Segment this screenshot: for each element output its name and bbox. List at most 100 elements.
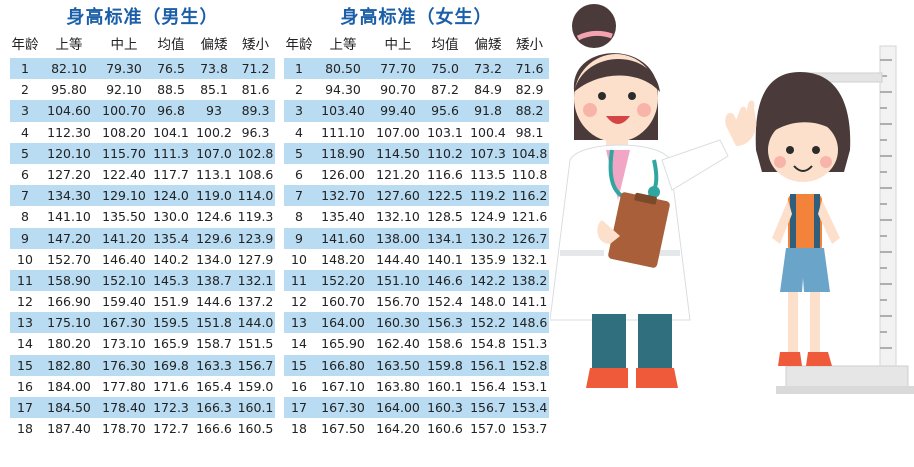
cell-superior: 184.00: [47, 378, 91, 394]
table-row: 7 132.70 127.60 122.5 119.2 116.2: [284, 185, 549, 207]
cell-short: 102.8: [237, 145, 274, 161]
boys-table-body: 1 82.10 79.30 76.5 73.8 71.2 2 95.80 92.10 88.5 85…: [10, 58, 275, 439]
table-row: 18 187.40 178.70 172.7 166.6 160.5: [10, 418, 275, 439]
cell-superior: 184.50: [47, 400, 91, 415]
table-row: 9 147.20 141.20 135.4 129.6 123.9: [10, 227, 275, 249]
cell-short: 148.6: [511, 315, 548, 331]
cell-short: 156.7: [237, 357, 274, 373]
table-row: 15 182.80 176.30 169.8 163.3 156.7: [10, 354, 275, 376]
cell-above-average: 108.20: [102, 124, 146, 140]
cell-above-average: 129.10: [102, 188, 146, 204]
cell-below-average: 166.3: [196, 400, 232, 415]
cell-average: 140.1: [427, 251, 463, 267]
cell-age: 4: [295, 124, 303, 140]
cell-average: 169.8: [153, 357, 189, 373]
table-row: 1 80.50 77.70 75.0 73.2 71.6: [284, 58, 549, 80]
cell-age: 7: [295, 188, 303, 204]
cell-above-average: 177.80: [102, 378, 146, 394]
cell-short: 96.3: [241, 124, 270, 140]
cell-average: 134.1: [427, 230, 463, 246]
cell-superior: 180.20: [47, 336, 91, 352]
table-row: 11 158.90 152.10 145.3 138.7 132.1: [10, 269, 275, 292]
clipboard-icon: [608, 192, 670, 268]
cell-age: 2: [21, 82, 29, 98]
cell-average: 117.7: [153, 166, 189, 182]
table-row: 14 165.90 162.40 158.6 154.8 151.3: [284, 333, 549, 354]
cell-superior: 120.10: [47, 145, 91, 161]
cell-short: 116.2: [511, 188, 548, 204]
cell-short: 89.3: [241, 103, 270, 119]
cell-average: 124.0: [153, 188, 189, 204]
cell-above-average: 90.70: [380, 82, 416, 98]
cell-short: 132.1: [237, 272, 274, 288]
cell-superior: 165.90: [321, 336, 365, 352]
cell-above-average: 107.00: [376, 124, 420, 140]
cell-short: 132.1: [511, 251, 548, 267]
cell-superior: 164.00: [321, 315, 365, 331]
cell-age: 6: [295, 166, 303, 182]
cell-below-average: 113.1: [196, 166, 232, 182]
cell-average: 160.1: [427, 378, 463, 394]
cell-superior: 182.80: [47, 357, 91, 373]
cell-age: 6: [21, 166, 29, 182]
table-row: 3 103.40 99.40 95.6 91.8 88.2: [284, 100, 549, 122]
cell-above-average: 163.50: [376, 357, 420, 373]
cell-superior: 167.50: [321, 421, 365, 437]
table-row: 6 126.00 121.20 116.6 113.5 110.8: [284, 164, 549, 185]
header-short: 矮小: [242, 37, 269, 53]
header-above-average: 中上: [384, 37, 412, 53]
cell-short: 126.7: [511, 230, 548, 246]
cell-superior: 166.90: [47, 294, 91, 310]
cell-short: 119.3: [237, 209, 274, 225]
table-row: 4 111.10 107.00 103.1 100.4 98.1: [284, 122, 549, 143]
cell-short: 98.1: [515, 124, 544, 140]
cell-superior: 152.20: [321, 272, 365, 288]
table-row: 5 120.10 115.70 111.3 107.0 102.8: [10, 142, 275, 164]
cell-below-average: 85.1: [200, 82, 228, 98]
cell-short: 104.8: [511, 145, 548, 161]
cell-above-average: 127.60: [376, 188, 420, 204]
cell-below-average: 156.4: [470, 378, 506, 394]
table-row: 18 167.50 164.20 160.6 157.0 153.7: [284, 418, 549, 439]
cell-below-average: 113.5: [470, 166, 506, 182]
cell-above-average: 167.30: [102, 315, 146, 331]
cell-short: 137.2: [237, 294, 274, 310]
cell-superior: 167.30: [321, 400, 365, 415]
cell-below-average: 129.6: [196, 230, 232, 246]
cell-age: 10: [17, 251, 33, 267]
cell-above-average: 92.10: [106, 82, 142, 98]
cell-below-average: 119.2: [470, 188, 506, 204]
cell-short: 151.5: [237, 336, 274, 352]
table-row: 14 180.20 173.10 165.9 158.7 151.5: [10, 333, 275, 354]
cell-short: 81.6: [241, 82, 270, 98]
cell-average: 116.6: [427, 166, 463, 182]
cell-average: 135.4: [153, 230, 189, 246]
cell-superior: 160.70: [321, 294, 365, 310]
cell-superior: 95.80: [51, 82, 87, 98]
cell-below-average: 158.7: [196, 336, 232, 352]
cell-superior: 80.50: [325, 61, 361, 76]
cell-superior: 82.10: [51, 61, 87, 76]
table-row: 4 112.30 108.20 104.1 100.2 96.3: [10, 122, 275, 143]
cell-below-average: 142.2: [470, 272, 506, 288]
cell-average: 104.1: [153, 124, 189, 140]
table-row: 2 94.30 90.70 87.2 84.9 82.9: [284, 79, 549, 100]
cell-short: 153.7: [511, 421, 548, 437]
cell-above-average: 159.40: [102, 294, 146, 310]
cell-above-average: 77.70: [380, 61, 416, 76]
table-row: 12 166.90 159.40 151.9 144.6 137.2: [10, 291, 275, 312]
cell-above-average: 173.10: [102, 336, 146, 352]
cell-average: 159.5: [153, 315, 189, 331]
header-average: 均值: [157, 37, 185, 53]
table-row: 10 152.70 146.40 140.2 134.0 127.9: [10, 249, 275, 270]
cell-above-average: 135.50: [102, 209, 146, 225]
cell-superior: 167.10: [321, 378, 365, 394]
cell-age: 4: [21, 124, 29, 140]
child-icon: [755, 72, 851, 366]
cell-short: 153.4: [511, 400, 548, 415]
cell-superior: 152.70: [47, 251, 91, 267]
table-row: 8 135.40 132.10 128.5 124.9 121.6: [284, 206, 549, 227]
cell-short: 121.6: [511, 209, 548, 225]
table-row: 17 167.30 164.00 160.3 156.7 153.4: [284, 397, 549, 419]
cell-age: 14: [17, 336, 33, 352]
